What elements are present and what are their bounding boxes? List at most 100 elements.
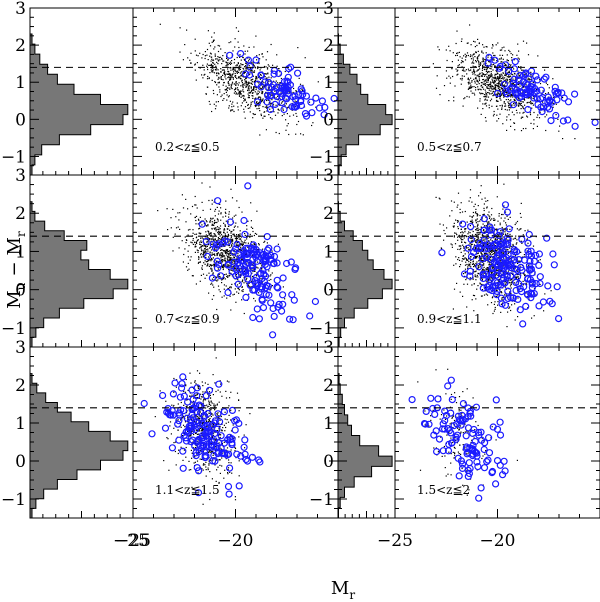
data-point-dot — [491, 297, 493, 299]
data-point-dot — [182, 207, 185, 209]
data-point-dot — [255, 77, 258, 79]
data-point-dot — [210, 238, 212, 240]
data-point-dot — [505, 99, 507, 101]
data-point-dot — [481, 69, 483, 71]
data-point-dot — [214, 215, 216, 217]
data-point-dot — [222, 216, 224, 218]
data-point-dot — [503, 91, 505, 93]
data-point-dot — [209, 52, 212, 54]
data-point-circle — [515, 94, 523, 102]
data-point-dot — [480, 219, 482, 221]
data-point-dot — [494, 86, 496, 88]
data-point-dot — [268, 270, 270, 272]
data-point-dot — [487, 64, 489, 67]
data-point-dot — [483, 203, 485, 205]
data-point-dot — [240, 249, 242, 251]
data-point-dot — [487, 87, 489, 89]
y-tick-label: 2 — [15, 36, 26, 56]
data-point-dot — [475, 208, 477, 210]
data-point-dot — [210, 232, 212, 234]
data-point-dot — [246, 85, 248, 87]
data-point-dot — [480, 185, 482, 187]
data-point-dot — [484, 83, 487, 85]
data-point-dot — [262, 117, 264, 119]
data-point-dot — [498, 215, 500, 217]
data-point-dot — [509, 216, 511, 218]
data-point-dot — [503, 63, 506, 65]
data-point-dot — [295, 133, 297, 135]
data-point-dot — [235, 301, 237, 303]
data-point-dot — [179, 27, 181, 29]
data-point-dot — [482, 245, 484, 247]
data-point-dot — [247, 284, 249, 287]
data-point-dot — [494, 252, 496, 254]
data-point-dot — [230, 254, 232, 256]
data-point-dot — [484, 98, 487, 100]
data-point-dot — [522, 116, 524, 118]
data-point-dot — [248, 74, 250, 76]
data-point-dot — [238, 92, 240, 94]
data-point-dot — [455, 68, 457, 70]
histogram-p2 — [337, 33, 393, 176]
data-point-dot — [207, 264, 209, 266]
data-point-dot — [196, 242, 198, 245]
data-point-dot — [214, 55, 216, 57]
data-point-dot — [527, 242, 529, 244]
data-point-circle — [538, 107, 546, 116]
data-point-dot — [476, 75, 478, 77]
data-point-dot — [211, 199, 213, 201]
data-point-dot — [181, 240, 183, 242]
data-point-dot — [487, 253, 489, 255]
data-point-dot — [500, 88, 503, 90]
data-point-dot — [470, 256, 472, 258]
data-point-dot — [460, 40, 463, 42]
data-point-dot — [232, 238, 234, 240]
data-point-circle — [321, 103, 329, 112]
data-point-dot — [194, 50, 196, 52]
data-point-dot — [216, 73, 218, 75]
data-point-dot — [501, 84, 503, 86]
data-point-dot — [502, 123, 504, 125]
data-point-circle — [241, 230, 249, 238]
data-point-dot — [507, 71, 509, 73]
data-point-dot — [513, 122, 515, 124]
data-point-dot — [475, 51, 477, 53]
data-point-dot — [490, 68, 492, 70]
data-point-circle — [246, 62, 254, 71]
data-point-dot — [483, 253, 486, 255]
data-point-dot — [231, 75, 233, 77]
y-tick-label: 0 — [323, 110, 334, 130]
data-point-dot — [229, 76, 231, 78]
data-point-dot — [242, 70, 244, 72]
data-point-dot — [242, 83, 244, 85]
data-point-dot — [232, 229, 234, 231]
data-point-dot — [522, 69, 524, 71]
data-point-dot — [228, 258, 230, 260]
data-point-dot — [296, 115, 298, 117]
data-point-dot — [500, 91, 502, 93]
data-point-dot — [467, 266, 469, 268]
data-point-dot — [230, 309, 232, 311]
y-tick-label: 2 — [15, 204, 26, 224]
data-point-dot — [260, 97, 262, 99]
data-point-dot — [502, 78, 504, 80]
data-point-dot — [464, 229, 466, 231]
data-point-dot — [512, 78, 514, 80]
data-point-dot — [247, 242, 249, 244]
data-point-dot — [456, 30, 458, 32]
data-point-dot — [456, 206, 458, 208]
data-point-dot — [480, 259, 482, 261]
data-point-dot — [453, 100, 455, 102]
data-point-dot — [217, 279, 219, 281]
data-point-dot — [295, 112, 297, 115]
data-point-dot — [503, 72, 505, 74]
data-point-circle — [570, 90, 579, 98]
data-point-dot — [512, 82, 515, 85]
data-point-dot — [208, 260, 210, 262]
data-point-dot — [192, 243, 194, 245]
data-point-dot — [246, 225, 248, 227]
data-point-dot — [446, 227, 448, 229]
data-point-dot — [233, 233, 235, 235]
data-point-dot — [202, 253, 204, 256]
data-point-dot — [481, 217, 483, 219]
